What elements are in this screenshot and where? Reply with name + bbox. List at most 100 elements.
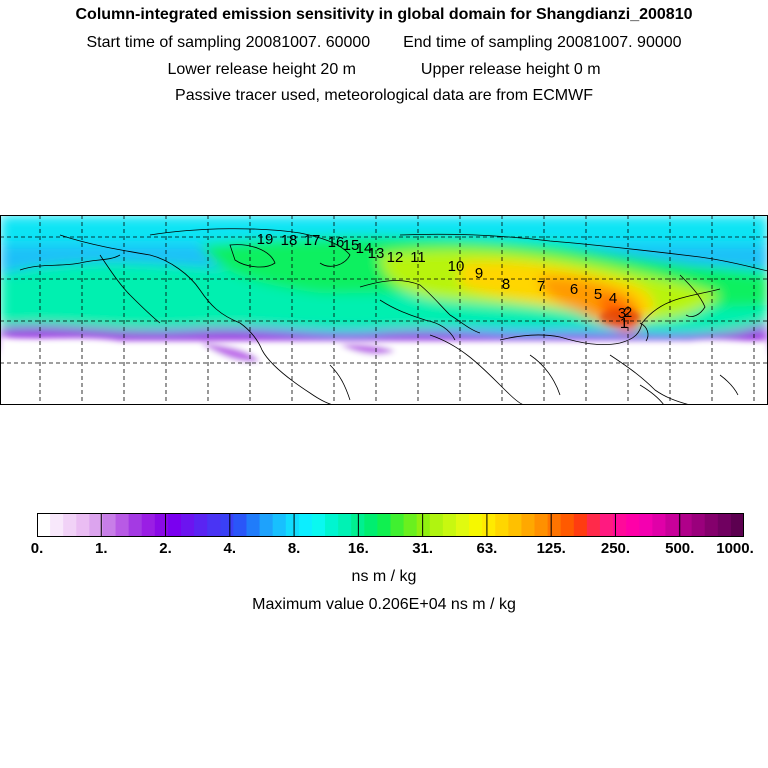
colorbar-cell <box>128 513 143 537</box>
lower-release-height-label: Lower release height 20 m <box>167 61 356 78</box>
colorbar-cell <box>639 513 653 537</box>
colorbar-cell <box>586 513 601 537</box>
colorbar-cell <box>482 513 496 537</box>
colorbar-cell <box>181 513 195 537</box>
colorbar-cell <box>455 513 470 537</box>
colorbar-tick-label: 2. <box>159 540 172 557</box>
colorbar-cell <box>442 513 457 537</box>
colorbar-cell <box>154 513 169 537</box>
colorbar-cell <box>573 513 588 537</box>
release-height-line: Lower release height 20 m Upper release … <box>0 61 768 79</box>
trajectory-label-17: 17 <box>304 232 321 249</box>
colorbar-tick-label: 0. <box>30 540 44 557</box>
colorbar-cell <box>89 513 104 537</box>
trajectory-label-12: 12 <box>387 249 404 266</box>
colorbar <box>37 513 744 537</box>
colorbar-cell <box>285 513 300 537</box>
colorbar-cell <box>613 513 627 537</box>
colorbar-cell <box>626 513 640 537</box>
colorbar-cell <box>730 513 744 537</box>
lat-lon-grid <box>0 215 768 405</box>
colorbar-cell <box>377 513 392 537</box>
trajectory-label-15: 15 <box>343 237 360 254</box>
colorbar-cell <box>495 513 509 537</box>
colorbar-tick-label: 8. <box>287 540 301 557</box>
colorbar-cell <box>429 513 444 537</box>
trajectory-label-14: 14 <box>356 240 373 257</box>
figure-title: Column-integrated emission sensitivity i… <box>75 6 693 23</box>
trajectory-label-11: 11 <box>410 249 426 266</box>
colorbar-cell <box>599 513 614 537</box>
maximum-value-label: Maximum value 0.206E+04 ns m / kg <box>252 596 516 613</box>
colorbar-cell <box>508 513 523 537</box>
trajectory-label-8: 8 <box>502 276 510 293</box>
trajectory-label-1: 1 <box>620 315 628 332</box>
colorbar-cell <box>102 513 117 537</box>
tracer-info-label: Passive tracer used, meteorological data… <box>175 87 593 104</box>
sensitivity-field <box>0 215 768 405</box>
colorbar-cell <box>311 513 326 537</box>
colorbar-cell <box>246 513 261 537</box>
colorbar-cell <box>233 513 248 537</box>
colorbar-cell <box>704 513 719 537</box>
colorbar-cell <box>717 513 732 537</box>
colorbar-cell <box>272 513 287 537</box>
colorbar-tick-label: 250. <box>600 540 631 557</box>
colorbar-cell <box>37 513 51 537</box>
colorbar-cell <box>141 513 156 537</box>
trajectory-label-18: 18 <box>281 232 298 249</box>
emission-sensitivity-map: 1 2 3 4 5 6 7 8 9 10 11 12 13 14 15 16 1… <box>0 215 768 405</box>
colorbar-cell <box>521 513 536 537</box>
trajectory-label-19: 19 <box>257 231 274 248</box>
coastlines <box>19 228 768 405</box>
colorbar-cell <box>416 513 431 537</box>
colorbar-cell <box>652 513 667 537</box>
trajectory-label-7: 7 <box>537 278 545 295</box>
colorbar-cell <box>364 513 378 537</box>
colorbar-cell <box>220 513 234 537</box>
colorbar-cell <box>50 513 64 537</box>
trajectory-labels: 1 2 3 4 5 6 7 8 9 10 11 12 13 14 15 16 1… <box>257 231 633 332</box>
colorbar-cell <box>259 513 274 537</box>
trajectory-label-6: 6 <box>570 281 578 298</box>
start-time-label: Start time of sampling 20081007. 60000 <box>86 34 371 51</box>
colorbar-border <box>37 513 744 537</box>
colorbar-cell <box>403 513 418 537</box>
colorbar-tick-label: 16. <box>347 540 369 557</box>
colorbar-cell <box>115 513 130 537</box>
trajectory-label-13: 13 <box>368 245 385 262</box>
colorbar-cell <box>298 513 313 537</box>
colorbar-cell <box>678 513 693 537</box>
colorbar-tick-label: 4. <box>223 540 237 557</box>
colorbar-tick-label: 31. <box>412 540 434 557</box>
trajectory-label-2: 2 <box>624 304 632 321</box>
colorbar-cell <box>534 513 549 537</box>
colorbar-tick-label: 1000. <box>716 540 754 557</box>
colorbar-cell <box>560 513 575 537</box>
sampling-time-line: Start time of sampling 20081007. 60000 E… <box>0 34 768 52</box>
colorbar-cell <box>547 513 562 537</box>
trajectory-label-5: 5 <box>594 286 602 303</box>
trajectory-label-9: 9 <box>475 265 483 282</box>
colorbar-cell <box>691 513 706 537</box>
colorbar-cell <box>207 513 221 537</box>
trajectory-label-4: 4 <box>609 290 617 307</box>
colorbar-cell <box>469 513 483 537</box>
colorbar-tick-label: 500. <box>665 540 695 557</box>
colorbar-tick-label: 125. <box>536 540 566 557</box>
colorbar-unit-label: ns m / kg <box>351 568 417 585</box>
colorbar-tick-label: 1. <box>95 540 108 557</box>
upper-release-height-label: Upper release height 0 m <box>420 61 601 78</box>
end-time-label: End time of sampling 20081007. 90000 <box>403 34 682 51</box>
colorbar-cell <box>167 513 182 537</box>
trajectory-label-10: 10 <box>448 258 465 275</box>
colorbar-cell <box>63 513 77 537</box>
colorbar-tick-label: 63. <box>476 540 498 557</box>
colorbar-cell <box>665 513 680 537</box>
colorbar-cell <box>390 513 405 537</box>
trajectory-label-16: 16 <box>328 234 345 251</box>
colorbar-cell <box>76 513 90 537</box>
colorbar-cell <box>194 513 208 537</box>
colorbar-cell <box>325 513 339 537</box>
colorbar-cell <box>338 513 352 537</box>
